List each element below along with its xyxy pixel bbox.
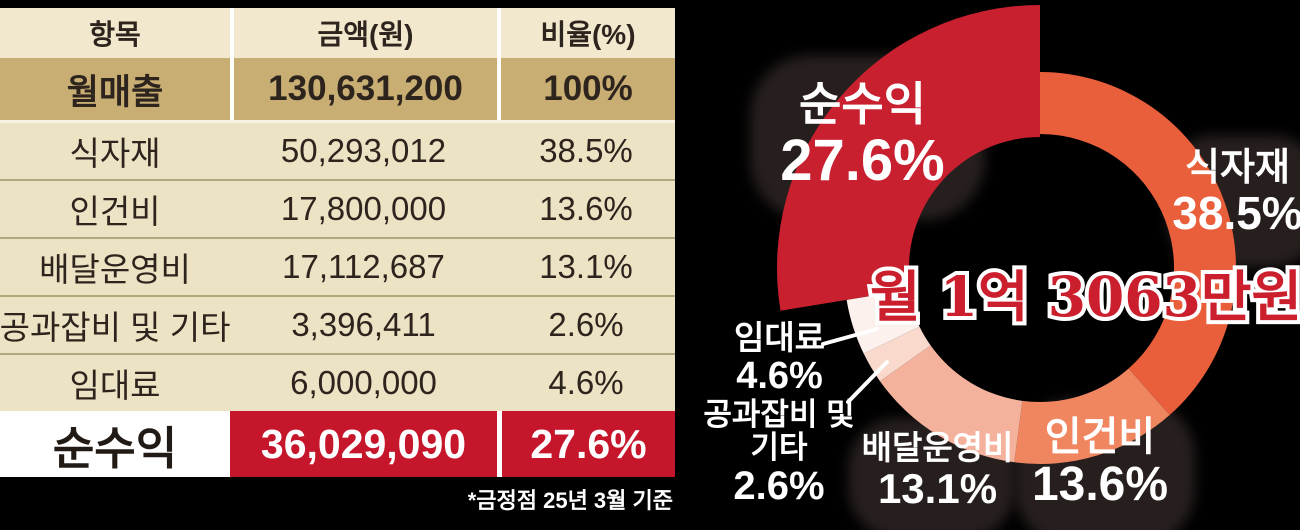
cost-table: 항목 금액(원) 비율(%) 월매출 130,631,200 100% 식자재 50,293,… [0, 8, 675, 477]
label-connector-line [821, 327, 879, 346]
table-cell: 6,000,000 [230, 353, 497, 411]
slice-label-delivery: 배달운영비 13.1% [855, 430, 1020, 511]
table-cell: 월매출 [0, 58, 230, 120]
slice-label-percent: 38.5% [1172, 187, 1300, 240]
table-footnote: *금정점 25년 3월 기준 [467, 488, 673, 513]
slice-label-name: 인건비 [1044, 415, 1156, 459]
pie-slice-5 [776, 5, 1040, 311]
table-cell: 17,112,687 [230, 237, 497, 295]
slice-label-utilities: 공과잡비 및 기타 2.6% [688, 398, 870, 508]
table-cell: 배달운영비 [0, 237, 230, 295]
slice-label-name: 순수익 [799, 78, 926, 130]
table-cell: 13.1% [497, 237, 675, 295]
table-cell: 3,396,411 [230, 295, 497, 353]
table-cell: 순수익 [0, 411, 230, 477]
slice-label-name: 공과잡비 및 기타 [703, 397, 855, 466]
table-cell: 임대료 [0, 353, 230, 411]
donut-slices [776, 5, 1237, 465]
table-cell: 식자재 [0, 120, 230, 179]
slice-label-name: 배달운영비 [861, 429, 1014, 466]
table-cell: 4.6% [497, 353, 675, 411]
table-cell: 인건비 [0, 179, 230, 237]
table-cell: 13.6% [497, 179, 675, 237]
pie-slice-4 [846, 289, 920, 354]
slice-label-ingredients: 식자재 38.5% [1165, 147, 1300, 240]
pie-slice-0 [1040, 72, 1237, 416]
pie-slice-2 [880, 345, 1023, 463]
table-header-cell: 비율(%) [497, 8, 675, 58]
table-header-cell: 금액(원) [230, 8, 497, 58]
table-cell: 2.6% [497, 295, 675, 353]
table-cell: 100% [497, 58, 675, 120]
table-cell: 27.6% [497, 411, 675, 477]
label-connector-line [846, 360, 889, 404]
slice-label-labor: 인건비 13.6% [1020, 415, 1180, 512]
slice-label-name: 임대료 [733, 319, 826, 356]
slice-label-percent: 2.6% [733, 463, 825, 508]
slice-label-rent: 임대료 4.6% [712, 320, 847, 397]
slice-label-percent: 13.6% [1031, 458, 1169, 512]
slice-label-net-profit: 순수익 27.6% [750, 78, 975, 193]
slice-label-name: 식자재 [1185, 147, 1290, 189]
donut-center-title: 월 1억 3063만원 월 1억 3063만원 [866, 252, 1300, 333]
table-cell: 130,631,200 [230, 58, 497, 120]
table-cell: 공과잡비 및 기타 [0, 295, 230, 353]
table-cell: 50,293,012 [230, 120, 497, 179]
table-cell: 38.5% [497, 120, 675, 179]
slice-label-percent: 13.1% [877, 464, 998, 512]
donut-center-title-text: 월 1억 3063만원 [870, 264, 1300, 329]
table-header-cell: 항목 [0, 8, 230, 58]
slice-label-percent: 4.6% [736, 354, 823, 397]
slice-label-percent: 27.6% [780, 127, 945, 193]
donut-chart [776, 5, 1237, 465]
table-cell: 17,800,000 [230, 179, 497, 237]
pie-slice-1 [1014, 368, 1170, 465]
table-cell: 36,029,090 [230, 411, 497, 477]
